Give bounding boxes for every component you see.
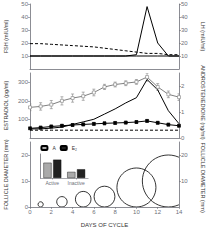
svg-text:LH (mIU/ml): LH (mIU/ml) (200, 22, 206, 52)
svg-text:50: 50 (21, 1, 28, 7)
svg-text:FOLLICLE DIAMETER (mm): FOLLICLE DIAMETER (mm) (3, 139, 9, 209)
svg-text:10: 10 (181, 53, 188, 59)
svg-text:20: 20 (181, 152, 188, 158)
svg-text:20: 20 (21, 152, 28, 158)
svg-text:12: 12 (154, 209, 161, 215)
svg-text:Inactive: Inactive (68, 180, 85, 186)
svg-text:ESTRADIOL (pg/ml): ESTRADIOL (pg/ml) (3, 81, 9, 131)
svg-text:1: 1 (181, 109, 185, 115)
svg-text:30: 30 (181, 27, 188, 33)
svg-text:FOLLICLE DIAMETER (mm): FOLLICLE DIAMETER (mm) (200, 142, 206, 212)
svg-text:30: 30 (21, 27, 28, 33)
svg-text:0: 0 (28, 209, 32, 215)
svg-text:10: 10 (133, 209, 140, 215)
svg-text:DAYS OF CYCLE: DAYS OF CYCLE (81, 222, 129, 228)
svg-text:0: 0 (181, 135, 185, 141)
svg-text:300: 300 (18, 79, 29, 85)
svg-text:0: 0 (24, 204, 28, 210)
svg-text:2: 2 (50, 209, 54, 215)
svg-text:Active: Active (46, 180, 60, 186)
svg-text:8: 8 (113, 209, 117, 215)
svg-text:4: 4 (71, 209, 75, 215)
svg-text:FSH (mIU/ml): FSH (mIU/ml) (3, 20, 9, 54)
svg-text:100: 100 (18, 116, 29, 122)
svg-text:20: 20 (181, 40, 188, 46)
svg-text:2: 2 (181, 83, 185, 89)
svg-text:14: 14 (176, 209, 183, 215)
svg-text:6: 6 (92, 209, 96, 215)
svg-text:10: 10 (21, 53, 28, 59)
svg-text:50: 50 (181, 1, 188, 7)
svg-text:10: 10 (21, 178, 28, 184)
svg-text:200: 200 (18, 98, 29, 104)
svg-text:20: 20 (21, 40, 28, 46)
svg-text:ANDROSTENEDIONE (ng/ml): ANDROSTENEDIONE (ng/ml) (200, 65, 206, 139)
svg-text:40: 40 (181, 14, 188, 20)
svg-text:E₂: E₂ (72, 145, 77, 151)
svg-text:40: 40 (21, 14, 28, 20)
svg-text:10: 10 (181, 178, 188, 184)
svg-text:A: A (52, 145, 56, 151)
